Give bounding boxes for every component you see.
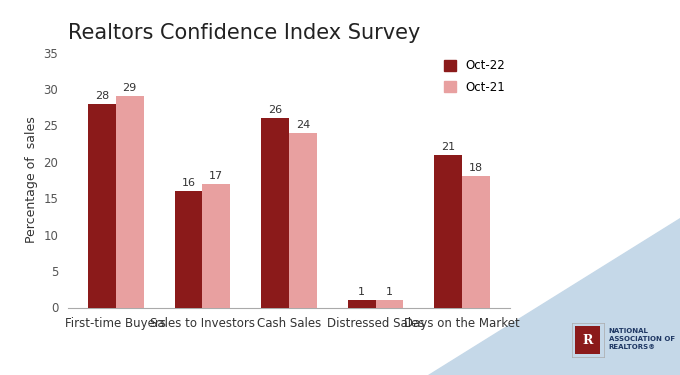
Bar (375, 300, 403, 307)
Text: 21: 21 (441, 142, 456, 152)
Bar (261, 118, 289, 308)
Text: 26: 26 (268, 105, 282, 115)
Text: 18: 18 (469, 164, 483, 174)
Text: NATIONAL
ASSOCIATION OF
REALTORS®: NATIONAL ASSOCIATION OF REALTORS® (609, 328, 675, 350)
Bar (116, 96, 143, 308)
Bar (462, 176, 490, 308)
Text: 1: 1 (358, 287, 365, 297)
Text: 28: 28 (95, 91, 109, 101)
Bar (289, 133, 317, 308)
Text: 1: 1 (386, 287, 393, 297)
Bar (348, 300, 375, 307)
Text: R: R (582, 334, 593, 347)
Text: Realtors Confidence Index Survey: Realtors Confidence Index Survey (68, 22, 420, 43)
Y-axis label: Percentage of  sales: Percentage of sales (25, 117, 38, 243)
Bar (435, 154, 462, 308)
Text: 17: 17 (209, 171, 223, 181)
Text: 29: 29 (122, 83, 137, 93)
Text: 16: 16 (182, 178, 196, 188)
Bar (88, 104, 116, 308)
Bar (175, 191, 203, 308)
Text: 24: 24 (296, 120, 310, 130)
Bar (203, 184, 230, 308)
Legend: Oct-22, Oct-21: Oct-22, Oct-21 (441, 56, 509, 97)
